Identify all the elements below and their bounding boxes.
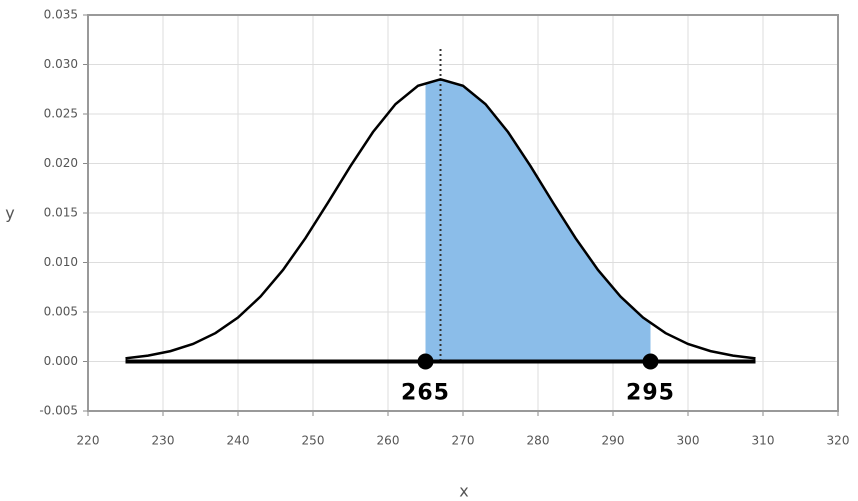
shaded-area [425,79,651,362]
y-tick-label: 0.010 [44,255,78,269]
x-tick-label: 250 [302,434,325,448]
y-tick-label: 0.030 [44,57,78,71]
y-tick-label: 0.015 [44,206,78,220]
y-tick-label: 0.020 [44,156,78,170]
marker-point [642,353,659,370]
x-tick-label: 230 [152,434,175,448]
y-tick-label: 0.000 [44,354,78,368]
x-axis-label: x [459,482,468,501]
y-tick-label: 0.005 [44,305,78,319]
y-axis-label: y [5,204,14,223]
y-tick-label: -0.005 [39,404,78,418]
density-curve [125,78,756,360]
x-tick-label: 260 [377,434,400,448]
y-tick-label: 0.025 [44,107,78,121]
marker-label: 295 [626,381,675,406]
plot-frame [87,14,839,412]
x-tick-label: 310 [752,434,775,448]
x-tick-label: 220 [77,434,100,448]
x-tick-label: 280 [527,434,550,448]
x-tick-label: 300 [677,434,700,448]
x-tick-label: 320 [827,434,850,448]
x-tick-label: 270 [452,434,475,448]
x-tick-label: 240 [227,434,250,448]
x-tick-label: 290 [602,434,625,448]
marker-point [417,353,434,370]
marker-label: 265 [401,381,450,406]
y-tick-label: 0.035 [44,8,78,22]
